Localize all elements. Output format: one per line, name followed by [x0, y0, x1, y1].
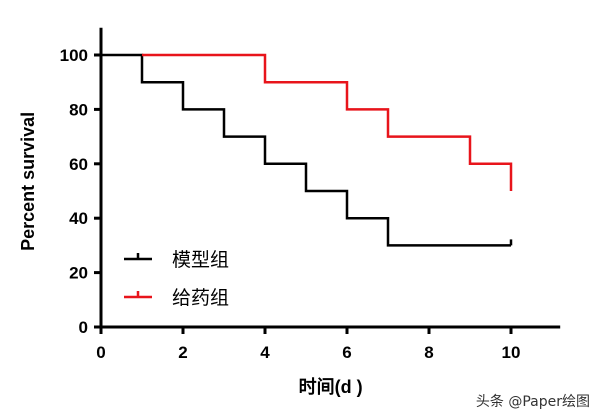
y-tick-label: 60: [69, 155, 88, 174]
watermark-text: 头条 @Paper绘图: [476, 393, 590, 410]
y-ticks: 0 20 40 60 80 100: [60, 46, 101, 337]
legend-label-2: 给药组: [172, 287, 229, 309]
x-tick-label: 4: [260, 343, 270, 362]
x-ticks: 0 2 4 6 8 10: [96, 327, 520, 362]
x-tick-label: 6: [342, 343, 351, 362]
x-axis-title: 时间(d ): [299, 377, 363, 397]
y-tick-label: 100: [60, 46, 88, 65]
legend-label-1: 模型组: [172, 249, 229, 271]
series-layer: [101, 53, 513, 247]
x-tick-label: 10: [502, 343, 521, 362]
x-tick-label: 8: [424, 343, 433, 362]
x-tick-label: 0: [96, 343, 105, 362]
y-tick-label: 20: [69, 264, 88, 283]
series-line-1: [101, 53, 511, 247]
axes-layer: 0 2 4 6 8 10 0 20 40 60 80 100: [60, 27, 561, 362]
y-tick-label: 80: [69, 100, 88, 119]
y-axis-title: Percent survival: [18, 112, 38, 251]
x-tick-label: 2: [178, 343, 187, 362]
series-line-2: [142, 53, 513, 191]
y-tick-label: 0: [79, 318, 88, 337]
y-tick-label: 40: [69, 209, 88, 228]
